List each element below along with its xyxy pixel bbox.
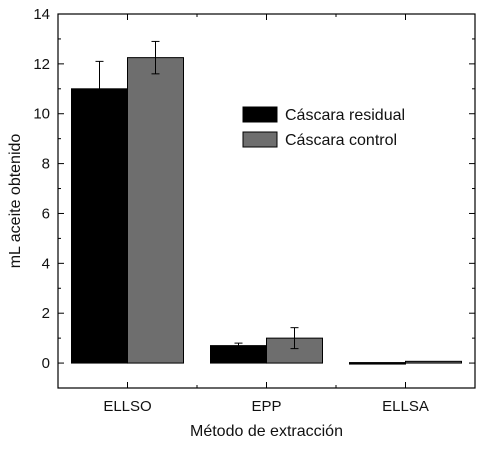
error-bars-layer bbox=[95, 40, 299, 350]
legend-label-residual: Cáscara residual bbox=[285, 107, 405, 124]
bars-layer bbox=[71, 57, 462, 365]
bar-ellsa-control bbox=[405, 360, 462, 364]
x-tick-label-ellsa: ELLSA bbox=[382, 398, 429, 415]
legend-swatch-residual bbox=[242, 106, 278, 123]
y-tick-label: 6 bbox=[42, 205, 50, 222]
y-tick-label: 10 bbox=[33, 106, 50, 123]
x-tick-label-ellso: ELLSO bbox=[103, 398, 151, 415]
y-axis-title: mL aceite obtenido bbox=[7, 134, 24, 269]
x-axis-title: Método de extracción bbox=[190, 423, 343, 440]
y-tick-label: 8 bbox=[42, 156, 50, 173]
y-tick-label: 14 bbox=[33, 6, 50, 23]
y-tick-label: 0 bbox=[42, 355, 50, 372]
bar-ellso-control bbox=[127, 57, 184, 364]
bar-ellso-residual bbox=[71, 88, 128, 364]
legend-label-control: Cáscara control bbox=[285, 132, 397, 149]
y-tick-label: 12 bbox=[33, 56, 50, 73]
x-tick-label-epp: EPP bbox=[251, 398, 281, 415]
y-tick-label: 2 bbox=[42, 305, 50, 322]
x-axis: ELLSO EPP ELLSA bbox=[57, 14, 476, 415]
y-tick-label: 4 bbox=[42, 255, 50, 272]
y-axis: 0 2 4 6 8 10 12 14 bbox=[33, 6, 475, 372]
legend: Cáscara residual Cáscara control bbox=[242, 106, 405, 149]
legend-swatch-control bbox=[242, 131, 278, 148]
bar-ellsa-residual bbox=[349, 362, 406, 365]
